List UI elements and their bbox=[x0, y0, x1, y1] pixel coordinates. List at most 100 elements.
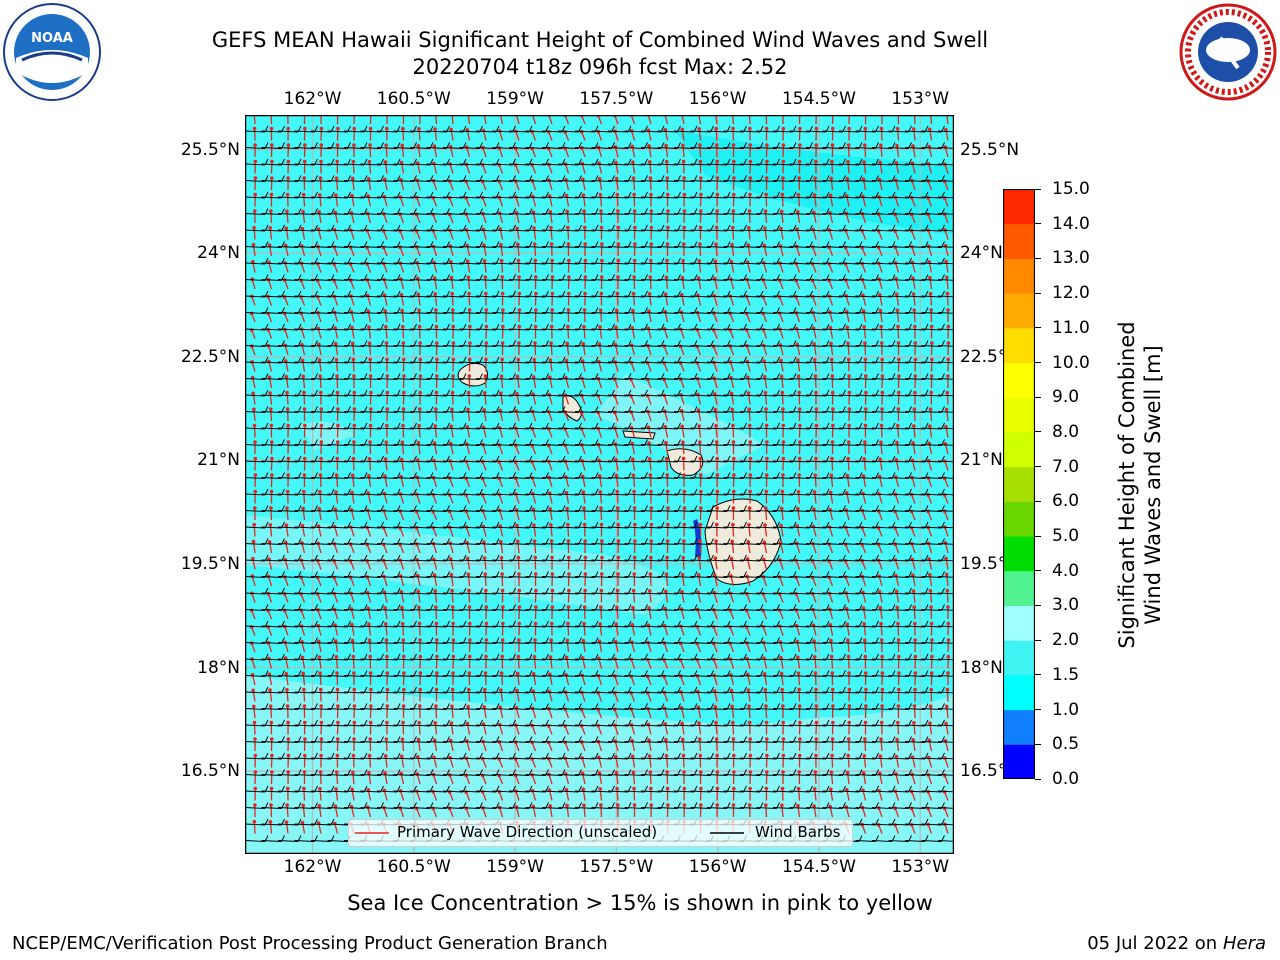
wind-barb bbox=[508, 312, 530, 314]
wave-arrow-head bbox=[663, 127, 668, 132]
wave-arrow bbox=[435, 310, 438, 323]
wave-arrow-head bbox=[333, 507, 338, 512]
wave-arrow-head bbox=[285, 192, 290, 197]
wave-arrow-head bbox=[713, 556, 718, 560]
wave-arrow-head bbox=[566, 308, 571, 312]
wave-arrow-head bbox=[383, 754, 388, 758]
wave-arrow-head bbox=[580, 458, 584, 463]
wave-arrow-head bbox=[318, 687, 323, 692]
wave-arrow-head bbox=[319, 704, 323, 708]
wave-arrow-head bbox=[897, 671, 901, 675]
wave-arrow-head bbox=[335, 440, 340, 444]
wave-arrow-head bbox=[945, 588, 950, 593]
wave-arrow-head bbox=[930, 357, 934, 362]
wave-arrow-head bbox=[466, 704, 470, 709]
wave-arrow-head bbox=[383, 771, 387, 775]
wave-arrow-head bbox=[896, 324, 900, 329]
wave-arrow-head bbox=[847, 720, 852, 725]
wave-arrow-head bbox=[301, 374, 306, 379]
land-layer bbox=[457, 362, 782, 585]
wave-arrow bbox=[863, 161, 867, 174]
wave-arrow bbox=[368, 343, 372, 356]
wave-arrow-head bbox=[250, 260, 255, 264]
wave-arrow-head bbox=[563, 740, 567, 745]
wave-arrow-head bbox=[546, 130, 551, 134]
wind-barb bbox=[393, 163, 414, 166]
wind-barb bbox=[657, 262, 678, 265]
wave-arrow-head bbox=[945, 390, 950, 395]
wave-arrow-head bbox=[896, 621, 900, 626]
wind-barb bbox=[261, 312, 282, 314]
wave-arrow bbox=[451, 409, 454, 422]
wave-arrow-head bbox=[249, 608, 254, 613]
wind-barb bbox=[673, 345, 695, 347]
wave-arrow-head bbox=[796, 671, 801, 676]
wave-arrow-head bbox=[864, 390, 868, 395]
wave-arrow-head bbox=[680, 127, 685, 132]
wind-barb bbox=[657, 196, 678, 199]
wave-arrow-head bbox=[681, 143, 685, 148]
wind-barb bbox=[822, 246, 843, 248]
wave-arrow-head bbox=[497, 476, 501, 481]
chart-subtitle: 20220704 t18z 096h fcst Max: 2.52 bbox=[412, 55, 788, 79]
wind-barb bbox=[607, 279, 629, 281]
wave-arrow bbox=[599, 623, 603, 636]
wave-arrow-head bbox=[401, 720, 405, 725]
wave-arrow-head bbox=[761, 592, 765, 596]
wave-arrow-head bbox=[612, 691, 617, 695]
wave-arrow-head bbox=[731, 143, 736, 147]
wind-barb bbox=[871, 163, 893, 166]
wind-barb bbox=[492, 213, 513, 215]
wave-arrow-head bbox=[797, 753, 802, 758]
wave-arrow-head bbox=[269, 176, 274, 180]
wave-arrow-head bbox=[269, 506, 273, 510]
wave-arrow-head bbox=[893, 509, 897, 514]
wave-arrow-head bbox=[415, 261, 419, 265]
wave-arrow-head bbox=[497, 163, 501, 167]
wave-arrow bbox=[402, 128, 405, 141]
wind-barb bbox=[327, 246, 348, 248]
wind-barb bbox=[855, 229, 876, 232]
wave-arrow bbox=[517, 557, 520, 570]
wave-arrow-head bbox=[582, 803, 586, 808]
wave-arrow-head bbox=[909, 212, 914, 217]
wave-arrow bbox=[550, 343, 553, 356]
wave-arrow-head bbox=[615, 291, 620, 296]
wave-arrow-head bbox=[926, 755, 931, 760]
wind-barb bbox=[607, 229, 629, 232]
wave-arrow-head bbox=[632, 555, 637, 560]
wave-arrow-head bbox=[944, 259, 948, 264]
wind-barb bbox=[838, 229, 860, 232]
wave-arrow-head bbox=[928, 275, 932, 280]
wave-arrow bbox=[451, 706, 454, 719]
wave-arrow-head bbox=[714, 423, 718, 428]
wave-arrow-head bbox=[781, 143, 786, 147]
wave-arrow-head bbox=[843, 559, 848, 563]
wind-barb bbox=[508, 213, 530, 215]
wind-barb bbox=[442, 163, 464, 166]
wind-barb bbox=[739, 312, 761, 314]
wave-arrow-head bbox=[909, 509, 914, 514]
wave-arrow-head bbox=[302, 473, 307, 477]
wave-arrow-head bbox=[447, 493, 452, 497]
wave-arrow-head bbox=[764, 423, 769, 428]
wind-barb bbox=[459, 345, 480, 347]
wind-barb bbox=[492, 180, 513, 182]
wave-arrow-head bbox=[649, 803, 654, 807]
wind-barb bbox=[343, 328, 365, 331]
wind-barb bbox=[294, 147, 315, 149]
wave-arrow bbox=[434, 722, 438, 735]
wave-arrow-head bbox=[616, 209, 620, 213]
wave-arrow-head bbox=[697, 721, 701, 725]
wave-arrow bbox=[913, 607, 916, 620]
wind-barb bbox=[277, 130, 299, 133]
wave-arrow-head bbox=[911, 276, 915, 280]
wave-arrow-head bbox=[299, 592, 303, 596]
wave-arrow-head bbox=[284, 671, 289, 676]
wave-arrow-head bbox=[761, 608, 765, 613]
wind-barb bbox=[673, 196, 695, 199]
wave-arrow-head bbox=[449, 259, 453, 264]
wave-arrow bbox=[352, 343, 355, 356]
wave-arrow-head bbox=[830, 753, 834, 758]
wave-arrow-head bbox=[530, 460, 534, 464]
